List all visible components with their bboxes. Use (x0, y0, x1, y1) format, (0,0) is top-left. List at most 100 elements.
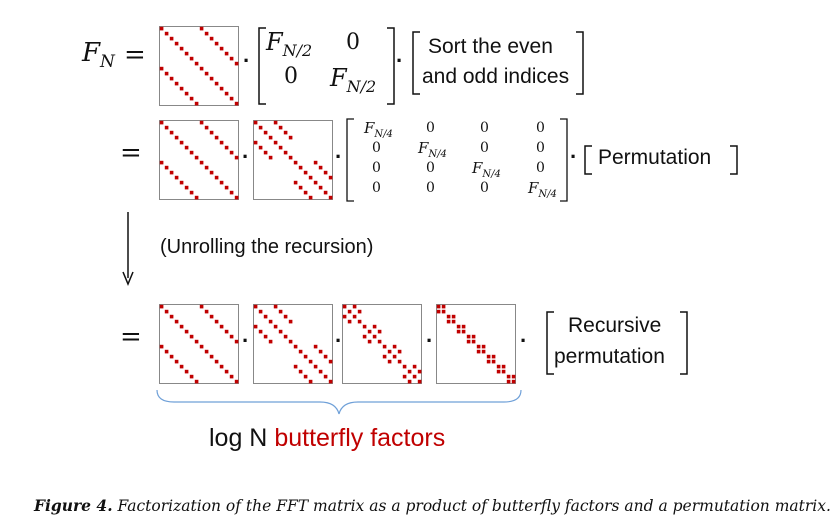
matrix-entry (283, 334, 288, 339)
dot-operator: · (520, 328, 528, 353)
left-bracket (546, 311, 554, 375)
matrix-entry (342, 314, 347, 319)
matrix-entry (377, 329, 382, 334)
matrix-entry (476, 344, 481, 349)
matrix-entry (372, 334, 377, 339)
block-zero: 0 (426, 180, 435, 196)
matrix-entry (258, 329, 263, 334)
matrix-entry (204, 349, 209, 354)
matrix-entry (446, 319, 451, 324)
left-bracket (258, 27, 266, 105)
matrix-entry (224, 145, 229, 150)
matrix-entry (174, 41, 179, 46)
matrix-entry (214, 319, 219, 324)
butterfly-matrix-svg (159, 26, 239, 106)
matrix-entry (501, 364, 506, 369)
matrix-entry (456, 329, 461, 334)
matrix-entry (313, 180, 318, 185)
matrix-entry (174, 319, 179, 324)
matrix-entry (328, 379, 333, 384)
block-zero: 0 (372, 140, 381, 156)
matrix-entry (298, 369, 303, 374)
matrix-entry (159, 26, 164, 31)
butterfly-matrix-r3-2 (253, 304, 333, 384)
left-bracket (412, 31, 420, 95)
block-zero: 0 (372, 180, 381, 196)
butterfly-matrix-r2-1 (159, 120, 239, 200)
matrix-entry (184, 91, 189, 96)
butterfly-matrix-svg (159, 120, 239, 200)
matrix-entry (397, 349, 402, 354)
butterfly-matrix-svg (436, 304, 516, 384)
matrix-entry (229, 56, 234, 61)
matrix-entry (407, 369, 412, 374)
equals-sign-3: = (120, 322, 142, 352)
matrix-entry (461, 329, 466, 334)
matrix-entry (313, 160, 318, 165)
matrix-entry (387, 349, 392, 354)
matrix-entry (397, 359, 402, 364)
matrix-entry (253, 120, 258, 125)
matrix-entry (357, 319, 362, 324)
left-bracket (584, 145, 592, 175)
matrix-entry (224, 329, 229, 334)
matrix-entry (234, 101, 239, 106)
matrix-entry (511, 374, 516, 379)
matrix-entry (283, 314, 288, 319)
matrix-entry (323, 190, 328, 195)
matrix-entry (169, 36, 174, 41)
matrix-entry (308, 379, 313, 384)
matrix-entry (323, 354, 328, 359)
butterfly-matrix-r1-1 (159, 26, 239, 106)
right-bracket (730, 145, 738, 175)
matrix-entry (179, 180, 184, 185)
matrix-entry (253, 140, 258, 145)
matrix-entry (164, 31, 169, 36)
lhs-f-n: FN (82, 38, 115, 72)
matrix-entry (382, 344, 387, 349)
matrix-entry (456, 324, 461, 329)
matrix-entry (214, 135, 219, 140)
matrix-entry (278, 125, 283, 130)
matrix-entry (169, 76, 174, 81)
matrix-entry (451, 314, 456, 319)
block-zero: 0 (426, 120, 435, 136)
matrix-entry (214, 41, 219, 46)
right-bracket (680, 311, 688, 375)
matrix-entry (293, 364, 298, 369)
matrix-entry (258, 309, 263, 314)
dot-operator: · (396, 48, 404, 73)
matrix-entry (293, 180, 298, 185)
matrix-entry (229, 334, 234, 339)
matrix-entry (209, 76, 214, 81)
matrix-entry (204, 165, 209, 170)
matrix-entry (347, 319, 352, 324)
matrix-entry (229, 150, 234, 155)
matrix-entry (174, 81, 179, 86)
matrix-entry (288, 339, 293, 344)
matrix-entry (219, 140, 224, 145)
matrix-entry (372, 324, 377, 329)
matrix-entry (303, 190, 308, 195)
matrix-entry (298, 349, 303, 354)
matrix-entry (234, 61, 239, 66)
matrix-entry (268, 339, 273, 344)
matrix-entry (179, 46, 184, 51)
matrix-entry (184, 329, 189, 334)
matrix-entry (174, 135, 179, 140)
butterfly-matrix-r3-1 (159, 304, 239, 384)
right-bracket (576, 31, 584, 95)
matrix-entry (446, 314, 451, 319)
brace-label-prefix: log N (209, 424, 268, 452)
matrix-entry (179, 364, 184, 369)
matrix-entry (229, 190, 234, 195)
matrix-entry (253, 304, 258, 309)
matrix-entry (328, 175, 333, 180)
matrix-entry (169, 130, 174, 135)
matrix-entry (496, 369, 501, 374)
matrix-entry (204, 125, 209, 130)
block-f-n4: FN/4 (528, 179, 557, 200)
matrix-entry (471, 339, 476, 344)
matrix-entry (263, 314, 268, 319)
block-zero: 0 (480, 120, 489, 136)
